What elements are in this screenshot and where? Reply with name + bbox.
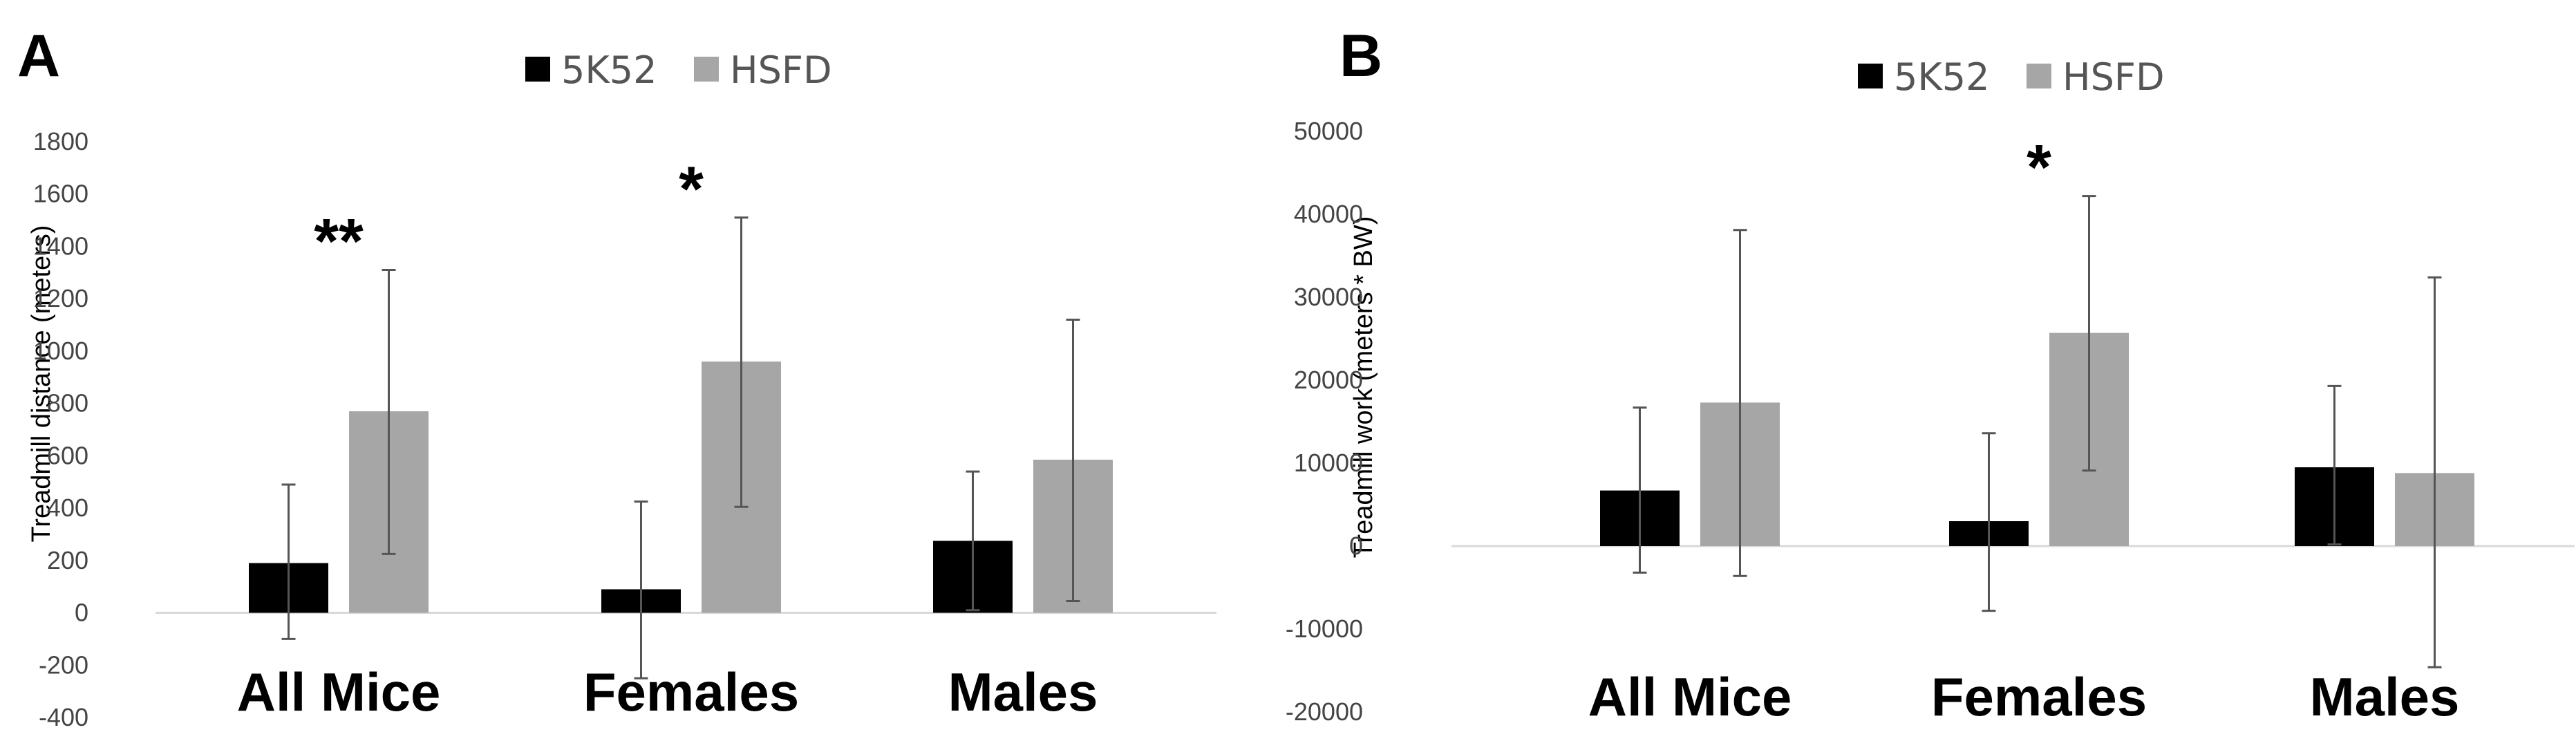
y-tick-label: 800 xyxy=(47,389,88,418)
y-tick-label: 1200 xyxy=(33,284,88,312)
y-tick-label: 10000 xyxy=(1294,449,1363,477)
category-labels-b: All Mice Females Males xyxy=(1588,666,2460,727)
legend-label-5k52: 5K52 xyxy=(561,48,657,92)
y-tick-label: 50000 xyxy=(1294,117,1363,145)
y-tick-label: 400 xyxy=(47,494,88,522)
category-label-males: Males xyxy=(2310,666,2460,727)
error-bar-5k52-males xyxy=(2327,384,2342,546)
category-label-females: Females xyxy=(1931,666,2147,727)
panel-letter-b: B xyxy=(1339,23,1382,89)
y-tick-label: 40000 xyxy=(1294,200,1363,228)
legend-swatch-5k52 xyxy=(525,57,550,82)
significance-marker-all-mice: ** xyxy=(314,207,364,277)
error-bar-5k52-all-mice xyxy=(1633,406,1647,574)
error-bar-hsfd-males xyxy=(1066,318,1080,603)
legend-swatch-hsfd xyxy=(2027,64,2051,88)
error-bar-hsfd-all-mice xyxy=(382,269,396,555)
y-tick-label: 30000 xyxy=(1294,283,1363,311)
error-bar-hsfd-all-mice xyxy=(1733,229,1747,577)
panel-letter-a: A xyxy=(17,23,60,89)
y-tick-label: 0 xyxy=(75,599,88,627)
y-tick-label: -400 xyxy=(39,703,88,731)
y-tick-label: 600 xyxy=(47,441,88,469)
legend-label-hsfd: HSFD xyxy=(2062,55,2165,99)
significance-marker-females: * xyxy=(2027,133,2051,203)
legend-label-hsfd: HSFD xyxy=(730,48,832,92)
error-bar-5k52-all-mice xyxy=(281,483,296,640)
y-tick-label: 1000 xyxy=(33,337,88,365)
category-label-all-mice: All Mice xyxy=(237,662,441,722)
category-label-all-mice: All Mice xyxy=(1588,666,1792,727)
y-tick-label: -20000 xyxy=(1286,697,1363,726)
y-tick-label: -200 xyxy=(39,650,88,679)
error-bar-hsfd-males xyxy=(2427,276,2442,668)
significance-a: *** xyxy=(314,154,704,277)
y-axis-label-a: Treadmill distance (meters) xyxy=(27,225,56,543)
y-ticks-b: 50000 40000 30000 20000 10000 0 -10000 -20000 xyxy=(1286,117,1363,726)
error-bar-5k52-females xyxy=(634,500,648,679)
error-bar-hsfd-females xyxy=(734,216,749,508)
y-tick-label: 0 xyxy=(1349,532,1363,560)
panel-a: A 5K52 HSFD Treadmill distance (meters) … xyxy=(17,23,1216,731)
panel-b: B 5K52 HSFD Treadmill work (meters * BW)… xyxy=(1286,23,2575,727)
legend-swatch-5k52 xyxy=(1858,64,1883,88)
error-bars-b xyxy=(1633,195,2442,668)
error-bar-hsfd-females xyxy=(2082,195,2096,472)
legend-b: 5K52 HSFD xyxy=(1858,55,2165,99)
y-tick-label: -10000 xyxy=(1286,615,1363,643)
y-tick-label: 1800 xyxy=(33,127,88,156)
y-tick-label: 200 xyxy=(47,546,88,574)
legend-a: 5K52 HSFD xyxy=(525,48,832,92)
error-bar-5k52-females xyxy=(1982,432,1996,612)
significance-b: * xyxy=(2027,133,2051,203)
category-label-females: Females xyxy=(583,662,799,722)
error-bars-a xyxy=(281,216,1080,679)
category-labels-a: All Mice Females Males xyxy=(237,662,1098,722)
y-tick-label: 1600 xyxy=(33,180,88,208)
bars-a xyxy=(249,362,1113,613)
error-bar-5k52-males xyxy=(966,470,980,612)
y-ticks-a: 1800 1600 1400 1200 1000 800 600 400 200 0 -200 -40… xyxy=(33,127,88,731)
y-tick-label: 20000 xyxy=(1294,366,1363,394)
y-tick-label: 1400 xyxy=(33,232,88,260)
legend-label-5k52: 5K52 xyxy=(1894,55,1989,99)
y-axis-label-b: Treadmill work (meters * BW) xyxy=(1349,216,1378,559)
bars-b xyxy=(1600,332,2474,546)
category-label-males: Males xyxy=(948,662,1098,722)
significance-marker-females: * xyxy=(679,154,704,225)
legend-swatch-hsfd xyxy=(694,57,719,82)
